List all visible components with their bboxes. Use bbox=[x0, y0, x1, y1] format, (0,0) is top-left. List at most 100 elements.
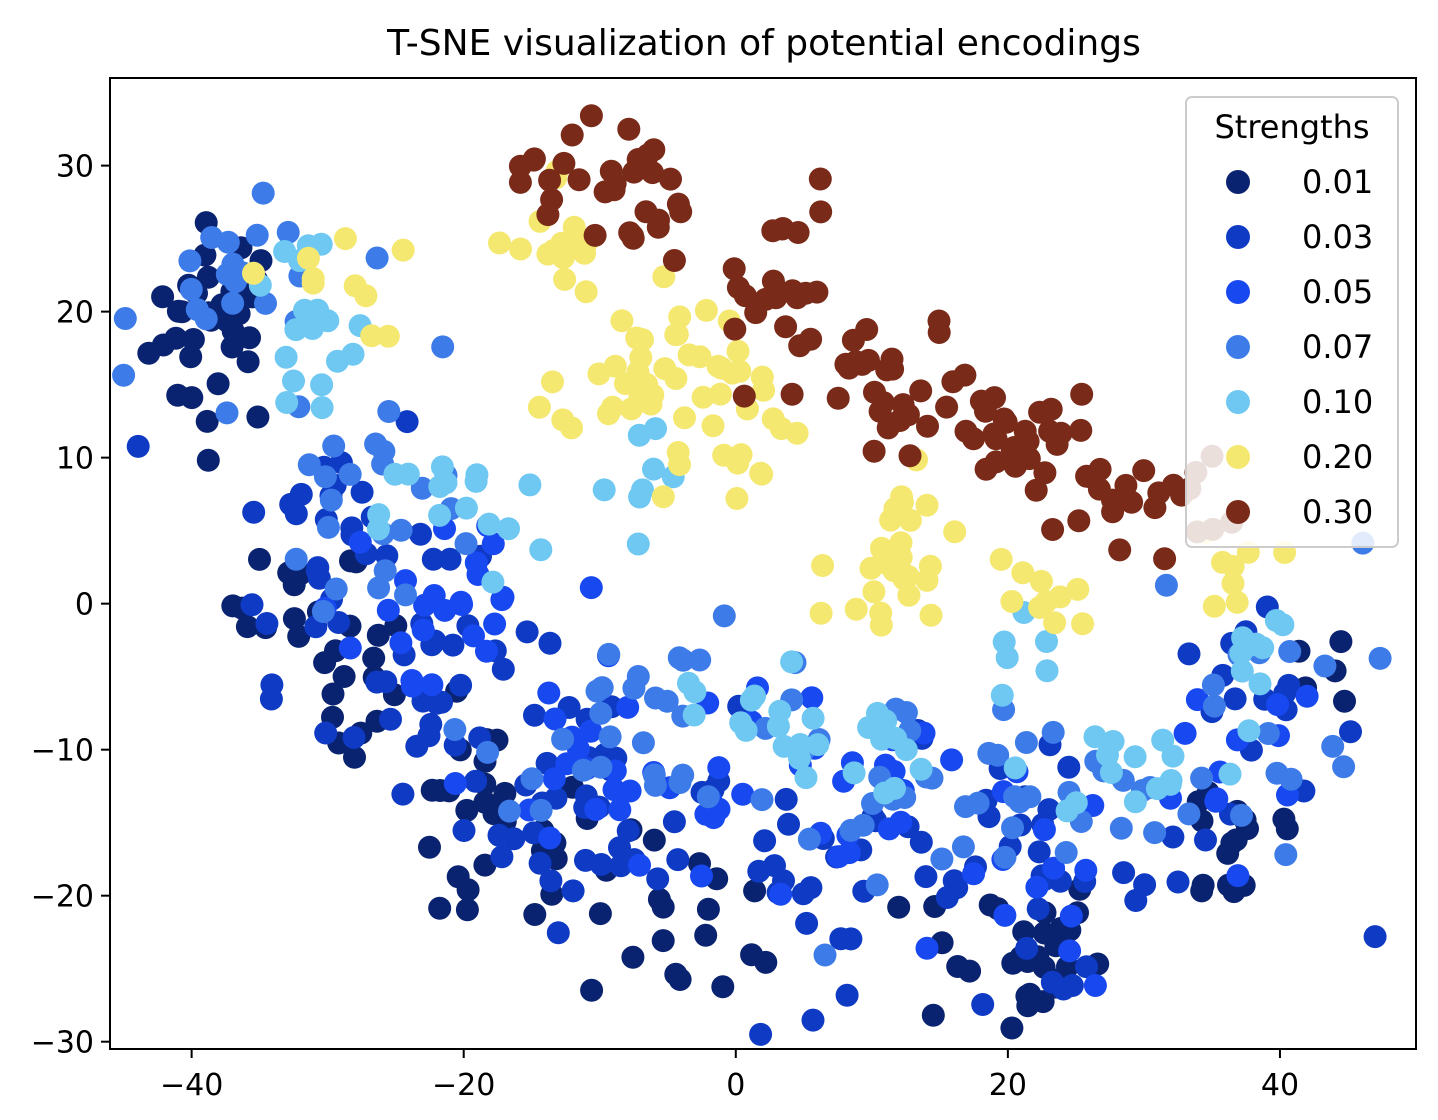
point-0.30-101 bbox=[1024, 478, 1048, 502]
point-0.30-68 bbox=[898, 444, 922, 468]
point-0.01-82 bbox=[456, 878, 480, 902]
point-0.10-74 bbox=[1101, 730, 1125, 753]
point-0.30-84 bbox=[850, 352, 874, 376]
point-0.10-28 bbox=[428, 503, 452, 527]
point-0.20-57 bbox=[666, 441, 690, 464]
point-0.30-130 bbox=[1162, 473, 1185, 497]
point-0.20-43 bbox=[626, 360, 650, 384]
y-tick-label--30: −30 bbox=[31, 1026, 94, 1061]
point-0.20-88 bbox=[919, 603, 943, 627]
point-0.05-52 bbox=[702, 806, 726, 830]
point-0.20-96 bbox=[862, 580, 886, 604]
point-0.01-52 bbox=[321, 682, 345, 706]
point-0.03-44 bbox=[342, 726, 366, 749]
point-0.05-22 bbox=[422, 584, 446, 607]
point-0.10-33 bbox=[465, 463, 489, 487]
point-0.07-70 bbox=[655, 689, 679, 713]
point-0.07-61 bbox=[696, 785, 720, 809]
point-0.10-15 bbox=[273, 240, 297, 263]
point-0.05-77 bbox=[1059, 904, 1083, 928]
point-0.07-124 bbox=[1230, 803, 1253, 827]
point-0.05-98 bbox=[1266, 693, 1290, 717]
point-0.07-2 bbox=[251, 181, 275, 205]
point-0.07-27 bbox=[311, 600, 335, 623]
point-0.20-75 bbox=[879, 508, 903, 532]
point-0.07-127 bbox=[1274, 843, 1298, 867]
point-0.30-39 bbox=[733, 284, 757, 308]
point-0.07-101 bbox=[986, 743, 1010, 767]
point-0.05-86 bbox=[962, 862, 986, 886]
point-0.20-89 bbox=[876, 552, 900, 576]
point-0.10-94 bbox=[1035, 659, 1059, 683]
point-0.07-91 bbox=[930, 847, 954, 871]
legend-label-0.01: 0.01 bbox=[1302, 163, 1373, 201]
legend-label-0.03: 0.03 bbox=[1302, 218, 1373, 256]
point-0.10-92 bbox=[1271, 613, 1295, 637]
point-0.10-86 bbox=[1230, 659, 1254, 683]
point-0.01-135 bbox=[1018, 982, 1042, 1006]
point-0.20-52 bbox=[708, 382, 732, 406]
series-0.30 bbox=[508, 104, 1244, 571]
point-0.03-146 bbox=[1052, 977, 1075, 1001]
point-0.07-54 bbox=[476, 740, 500, 764]
point-0.20-103 bbox=[1071, 612, 1095, 636]
point-0.30-52 bbox=[722, 257, 746, 281]
point-0.07-94 bbox=[671, 763, 695, 787]
point-0.01-18 bbox=[196, 448, 220, 472]
point-0.01-74 bbox=[523, 903, 547, 926]
point-0.30-133 bbox=[1108, 538, 1132, 562]
point-0.10-56 bbox=[788, 746, 811, 770]
point-0.03-78 bbox=[666, 848, 690, 872]
point-0.01-96 bbox=[588, 902, 612, 926]
point-0.10-20 bbox=[454, 496, 478, 520]
point-0.01-23 bbox=[221, 319, 245, 343]
point-0.30-90 bbox=[1132, 459, 1156, 483]
point-0.30-28 bbox=[522, 147, 546, 171]
point-0.07-135 bbox=[1256, 722, 1280, 745]
point-0.01-122 bbox=[887, 895, 911, 919]
point-0.03-166 bbox=[1133, 873, 1157, 897]
x-tick-label--20: −20 bbox=[432, 1068, 495, 1103]
point-0.03-151 bbox=[1363, 925, 1387, 949]
point-0.05-8 bbox=[411, 618, 435, 642]
point-0.03-99 bbox=[749, 1022, 773, 1046]
point-0.20-90 bbox=[809, 601, 833, 625]
point-0.07-66 bbox=[671, 648, 695, 672]
point-0.01-115 bbox=[921, 1003, 945, 1027]
point-0.10-52 bbox=[766, 714, 790, 738]
point-0.30-41 bbox=[808, 167, 832, 191]
x-tick-label--40: −40 bbox=[160, 1068, 223, 1103]
y-tick-label--10: −10 bbox=[31, 734, 94, 769]
point-0.20-117 bbox=[1225, 590, 1249, 614]
y-tick-label--20: −20 bbox=[31, 880, 94, 915]
point-0.03-141 bbox=[1037, 798, 1061, 822]
point-0.20-41 bbox=[619, 397, 643, 421]
point-0.20-110 bbox=[360, 324, 384, 348]
point-0.05-10 bbox=[462, 624, 485, 648]
point-0.01-31 bbox=[151, 333, 175, 357]
point-0.07-57 bbox=[622, 676, 646, 700]
point-0.03-45 bbox=[374, 670, 398, 694]
point-0.07-115 bbox=[1109, 816, 1133, 840]
point-0.05-94 bbox=[1205, 787, 1229, 811]
legend-marker-0.10 bbox=[1226, 390, 1250, 414]
legend-label-0.20: 0.20 bbox=[1302, 438, 1373, 476]
point-0.03-83 bbox=[528, 851, 552, 875]
point-0.20-104 bbox=[989, 547, 1013, 571]
point-0.03-84 bbox=[589, 853, 613, 876]
point-0.10-57 bbox=[683, 680, 707, 704]
point-0.30-61 bbox=[935, 395, 959, 419]
point-0.30-49 bbox=[744, 301, 768, 325]
point-0.03-101 bbox=[914, 865, 938, 889]
point-0.03-144 bbox=[1026, 897, 1050, 921]
point-0.10-88 bbox=[1248, 672, 1272, 696]
point-0.30-13 bbox=[552, 151, 576, 175]
point-0.30-79 bbox=[888, 409, 912, 432]
point-0.07-25 bbox=[319, 488, 343, 512]
point-0.05-32 bbox=[543, 707, 567, 731]
point-0.03-4 bbox=[395, 410, 419, 434]
point-0.01-38 bbox=[248, 547, 271, 571]
point-0.20-123 bbox=[1202, 594, 1226, 618]
point-0.10-59 bbox=[842, 761, 866, 785]
point-0.30-26 bbox=[634, 200, 658, 224]
